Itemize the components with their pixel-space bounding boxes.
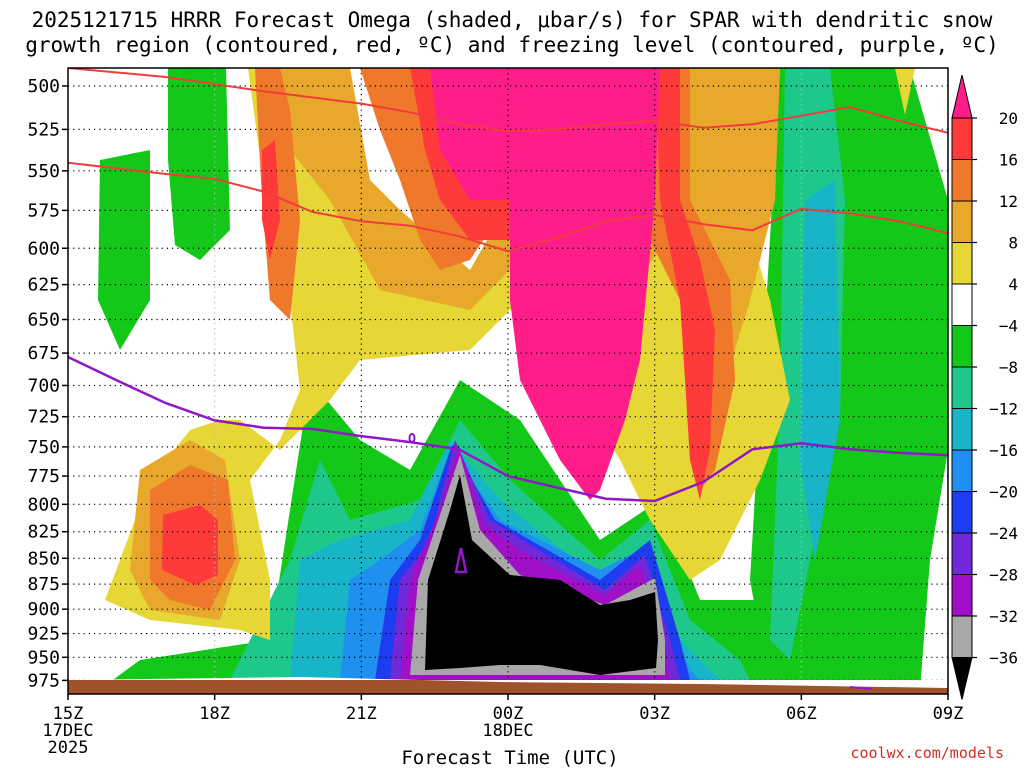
omega-field [98, 68, 948, 694]
y-tick-label: 900 [27, 599, 60, 620]
x-tick-label: 09Z [933, 704, 964, 724]
colorbar-label: −32 [989, 607, 1018, 626]
omega-region-red-left-low [162, 505, 218, 585]
omega-region-cyan-right [800, 180, 840, 560]
colorbar-label: −28 [989, 566, 1018, 585]
colorbar-label: −24 [989, 524, 1018, 543]
colorbar-swatch [951, 491, 973, 534]
colorbar-swatch [951, 283, 973, 326]
colorbar-swatch [951, 532, 973, 575]
freezing-level-marker [408, 433, 416, 443]
colorbar-bottom-triangle [951, 657, 973, 700]
y-tick-label: 950 [27, 647, 60, 668]
y-tick-label: 550 [27, 161, 60, 182]
omega-region-red-left [262, 140, 280, 260]
colorbar: 20 16 12 8 4 −4 −8 −12 −16 −20 −24 −28 −32 −36 [951, 74, 1018, 700]
colorbar-label: −20 [989, 483, 1018, 502]
y-tick-label: 925 [27, 624, 60, 645]
dendritic-growth-contour-lower [68, 161, 948, 253]
colorbar-label: −4 [999, 317, 1018, 336]
colorbar-label: −8 [999, 358, 1018, 377]
x-tick-label: 17DEC [42, 721, 93, 741]
dendritic-growth-contour-upper [68, 68, 948, 134]
x-tick-label: 03Z [639, 704, 670, 724]
colorbar-label: 16 [999, 151, 1018, 170]
y-tick-label: 525 [27, 119, 60, 140]
omega-region-yellow-top-right [895, 68, 915, 115]
y-tick-label: 600 [27, 238, 60, 259]
y-tick-label: 675 [27, 343, 60, 364]
colorbar-swatch [951, 574, 973, 617]
chart-title-line-1: 2025121715 HRRR Forecast Omega (shaded, … [31, 8, 993, 32]
y-tick-label: 725 [27, 407, 60, 428]
colorbar-swatch [951, 200, 973, 243]
omega-region-magenta [510, 68, 660, 500]
colorbar-label: −16 [989, 441, 1018, 460]
omega-region-magenta-upper [430, 68, 520, 200]
x-tick-label: 21Z [346, 704, 377, 724]
colorbar-swatch [951, 117, 973, 160]
credit-text: coolwx.com/models [850, 744, 1004, 762]
colorbar-label: 8 [1008, 234, 1018, 253]
freezing-level-contour [68, 355, 948, 503]
colorbar-swatch [951, 366, 973, 409]
colorbar-swatch [951, 325, 973, 368]
y-tick-label: 800 [27, 494, 60, 515]
colorbar-swatch [951, 615, 973, 658]
colorbar-label: 12 [999, 192, 1018, 211]
colorbar-label: −36 [989, 649, 1018, 668]
x-tick-label: 18DEC [482, 721, 533, 741]
chart-title-line-2: growth region (contoured, red, ºC) and f… [25, 33, 999, 57]
y-tick-label: 825 [27, 522, 60, 543]
x-tick-label: 18Z [199, 704, 230, 724]
colorbar-swatch [951, 242, 973, 285]
colorbar-label: −12 [989, 400, 1018, 419]
y-tick-label: 750 [27, 437, 60, 458]
y-tick-label: 850 [27, 548, 60, 569]
colorbar-swatch [951, 159, 973, 202]
y-tick-label: 775 [27, 466, 60, 487]
y-tick-label: 875 [27, 574, 60, 595]
omega-region-red-right [655, 68, 715, 500]
x-tick-label: 00Z [493, 704, 524, 724]
y-tick-label: 500 [27, 76, 60, 97]
y-axis: 500 525 550 575 600 625 650 675 700 725 750 775 800 8… [27, 76, 68, 691]
y-tick-label: 975 [27, 670, 60, 691]
y-tick-label: 625 [27, 275, 60, 296]
colorbar-swatch [951, 449, 973, 492]
y-tick-label: 700 [27, 375, 60, 396]
terrain-edge [68, 677, 948, 688]
terrain-purple-spot [849, 686, 873, 690]
contours [68, 68, 948, 574]
colorbar-swatch [951, 408, 973, 451]
x-axis-title: Forecast Time (UTC) [401, 747, 618, 768]
y-tick-label: 575 [27, 200, 60, 221]
x-tick-label: 15Z [53, 704, 84, 724]
colorbar-label: 4 [1008, 275, 1018, 294]
x-tick-label: 06Z [786, 704, 817, 724]
y-tick-label: 650 [27, 310, 60, 331]
freezing-level-blob [454, 547, 468, 574]
x-tick-label: 2025 [48, 738, 89, 758]
omega-region-black [425, 475, 658, 675]
omega-region-green-left [168, 68, 230, 260]
colorbar-label: 20 [999, 109, 1018, 128]
colorbar-top-triangle [951, 74, 973, 119]
omega-region-green-left-small [98, 150, 150, 350]
